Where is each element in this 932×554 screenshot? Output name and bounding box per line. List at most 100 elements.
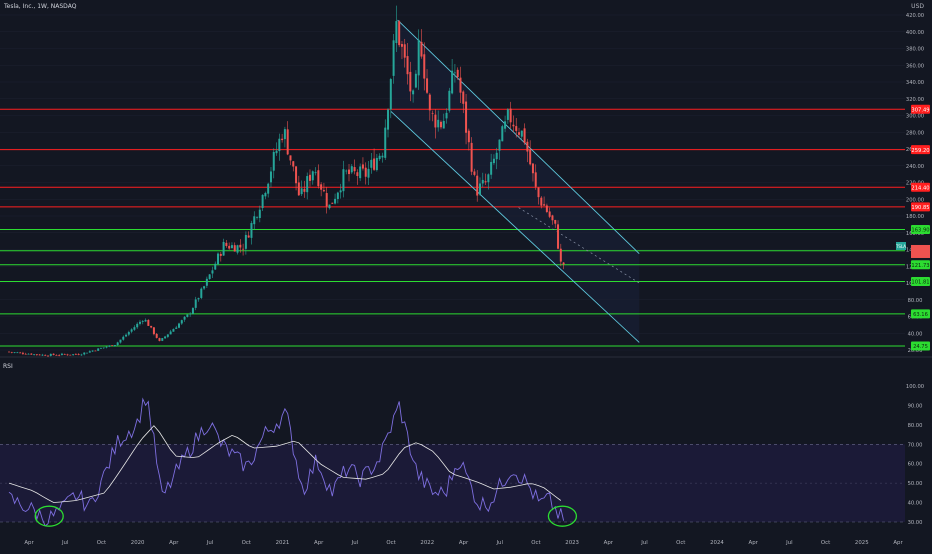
candle-body[interactable]	[49, 353, 52, 356]
candle-body[interactable]	[105, 346, 108, 348]
candle-body[interactable]	[102, 347, 105, 349]
candle-body[interactable]	[161, 338, 164, 341]
candle-body[interactable]	[409, 71, 412, 92]
candle-body[interactable]	[300, 188, 303, 195]
candle-body[interactable]	[38, 354, 41, 356]
candle-body[interactable]	[548, 211, 551, 217]
candle-body[interactable]	[86, 352, 89, 354]
candle-body[interactable]	[203, 286, 206, 289]
candle-body[interactable]	[322, 190, 325, 192]
candle-body[interactable]	[88, 351, 91, 353]
candle-body[interactable]	[205, 278, 208, 286]
candle-body[interactable]	[336, 192, 339, 199]
candle-body[interactable]	[191, 308, 194, 314]
candle-body[interactable]	[490, 161, 493, 175]
candle-body[interactable]	[487, 174, 490, 183]
candle-body[interactable]	[244, 234, 247, 249]
candle-body[interactable]	[437, 119, 440, 128]
candle-body[interactable]	[364, 167, 367, 177]
candle-body[interactable]	[314, 172, 317, 174]
candle-body[interactable]	[183, 316, 186, 320]
candle-body[interactable]	[122, 336, 125, 340]
candle-body[interactable]	[509, 108, 512, 123]
candle-body[interactable]	[74, 353, 77, 355]
candle-body[interactable]	[180, 320, 183, 324]
candle-body[interactable]	[554, 219, 557, 224]
candle-body[interactable]	[222, 241, 225, 256]
candle-body[interactable]	[111, 345, 114, 346]
candle-body[interactable]	[289, 155, 292, 161]
candle-body[interactable]	[373, 158, 376, 170]
candle-body[interactable]	[44, 354, 47, 356]
candle-body[interactable]	[361, 164, 364, 169]
candle-body[interactable]	[520, 130, 523, 137]
candle-body[interactable]	[281, 138, 284, 141]
candle-body[interactable]	[451, 70, 454, 94]
candle-body[interactable]	[470, 142, 473, 172]
candle-body[interactable]	[33, 354, 36, 355]
rsi-oversold-circle[interactable]	[547, 505, 578, 527]
candle-body[interactable]	[320, 184, 323, 190]
candle-body[interactable]	[27, 353, 30, 355]
candle-body[interactable]	[462, 91, 465, 104]
candle-body[interactable]	[526, 141, 529, 152]
candle-body[interactable]	[283, 129, 286, 140]
candle-body[interactable]	[311, 171, 314, 181]
candle-body[interactable]	[303, 188, 306, 192]
candle-body[interactable]	[155, 333, 158, 338]
candle-body[interactable]	[69, 354, 72, 356]
candle-body[interactable]	[428, 94, 431, 111]
candle-body[interactable]	[557, 224, 560, 249]
candle-body[interactable]	[144, 319, 147, 322]
candle-body[interactable]	[242, 248, 245, 250]
candle-body[interactable]	[175, 327, 178, 329]
candle-body[interactable]	[414, 73, 417, 88]
candle-body[interactable]	[99, 347, 102, 349]
candle-body[interactable]	[236, 245, 239, 253]
candle-body[interactable]	[272, 151, 275, 171]
candle-body[interactable]	[233, 245, 236, 252]
candle-body[interactable]	[378, 155, 381, 160]
candle-body[interactable]	[230, 245, 233, 249]
candle-body[interactable]	[459, 77, 462, 93]
candle-body[interactable]	[523, 128, 526, 143]
candle-body[interactable]	[30, 353, 33, 355]
candle-body[interactable]	[492, 158, 495, 164]
candle-body[interactable]	[97, 348, 100, 351]
candle-body[interactable]	[481, 179, 484, 184]
candle-body[interactable]	[339, 190, 342, 193]
candle-body[interactable]	[504, 121, 507, 129]
candle-body[interactable]	[141, 321, 144, 322]
channel-lower-line[interactable]	[390, 110, 640, 343]
candle-body[interactable]	[147, 319, 150, 326]
candle-body[interactable]	[225, 242, 228, 246]
candle-body[interactable]	[83, 352, 86, 355]
candle-body[interactable]	[439, 121, 442, 128]
candle-body[interactable]	[317, 170, 320, 187]
candle-body[interactable]	[194, 299, 197, 308]
candle-body[interactable]	[77, 354, 80, 355]
candle-body[interactable]	[169, 331, 172, 335]
candle-body[interactable]	[258, 209, 261, 218]
candle-body[interactable]	[94, 350, 97, 352]
candle-body[interactable]	[278, 138, 281, 152]
candle-body[interactable]	[389, 79, 392, 110]
candle-body[interactable]	[214, 263, 217, 270]
ticker-tag[interactable]	[896, 241, 906, 250]
candle-body[interactable]	[208, 274, 211, 280]
candle-body[interactable]	[164, 336, 167, 339]
candle-body[interactable]	[13, 352, 16, 353]
candle-body[interactable]	[172, 329, 175, 332]
candle-body[interactable]	[356, 172, 359, 177]
candle-body[interactable]	[119, 339, 122, 343]
candle-body[interactable]	[328, 204, 331, 209]
candle-body[interactable]	[158, 338, 161, 341]
candle-body[interactable]	[353, 167, 356, 172]
candle-body[interactable]	[217, 253, 220, 265]
candle-body[interactable]	[400, 44, 403, 47]
candle-body[interactable]	[211, 270, 214, 274]
candle-body[interactable]	[531, 163, 534, 174]
candle-body[interactable]	[297, 182, 300, 196]
candle-body[interactable]	[80, 354, 83, 356]
candle-body[interactable]	[52, 353, 55, 355]
